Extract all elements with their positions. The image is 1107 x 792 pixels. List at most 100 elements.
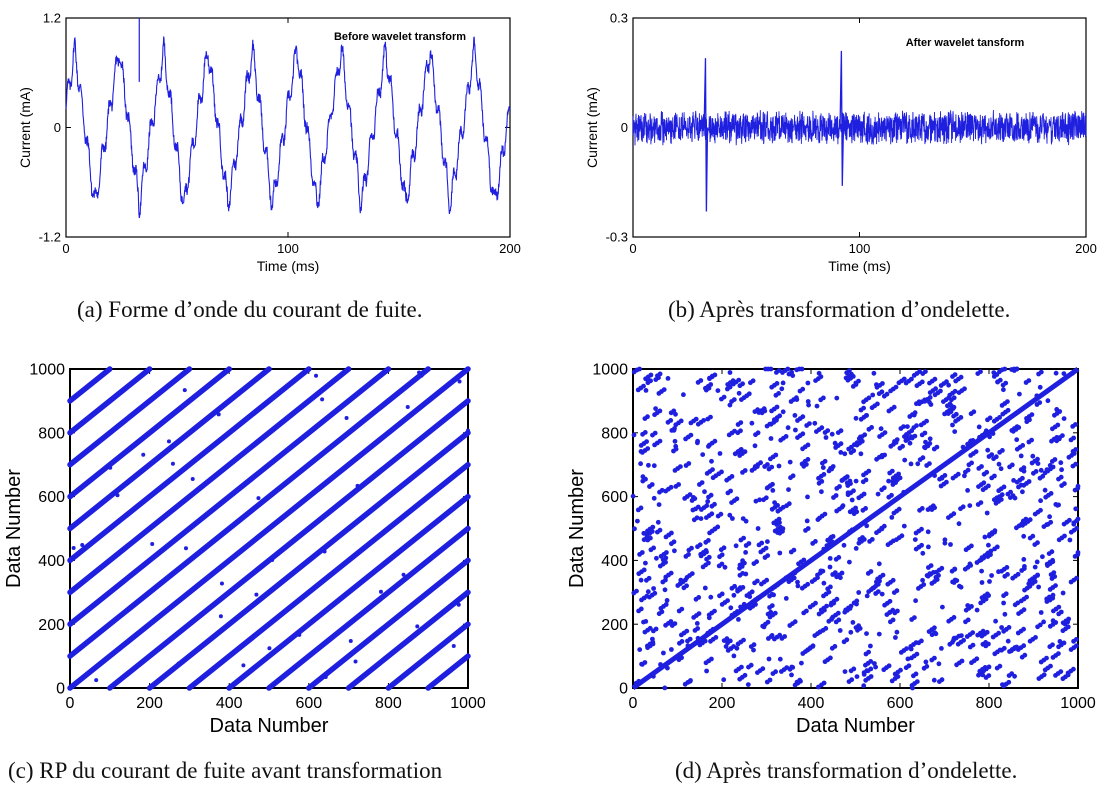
rp-point [655,519,661,525]
rp-point [695,626,700,631]
rp-point [866,468,872,474]
rp-point [894,629,900,635]
rp-point [646,575,652,581]
rp-point [631,432,637,438]
rp-point [1038,369,1044,375]
rp-point [644,439,649,444]
y-tick-label: 0 [56,681,65,698]
rp-point [841,542,847,548]
y-axis-label: Data Number [566,469,588,588]
rp-point [697,542,703,548]
rp-point [921,582,927,587]
series-line-b [632,109,1087,146]
rp-stripes-c [67,366,471,691]
rp-point [827,564,833,570]
rp-point [775,582,780,588]
rp-point [690,507,696,513]
rp-point [1021,465,1027,471]
rp-point [1029,412,1035,417]
rp-point [988,548,994,554]
stripe [146,430,471,691]
rp-point [765,462,770,467]
x-axis-label: Time (ms) [828,258,890,274]
rp-point [643,560,648,566]
rp-point [661,387,667,392]
rp-point [951,511,957,517]
rp-point [868,569,874,574]
rp-point [712,526,718,532]
rp-point [190,477,195,482]
x-tick-label: 400 [798,695,825,712]
rp-point [775,503,780,508]
x-tick-label: 0 [629,695,638,712]
stripe [425,653,471,691]
rp-point [669,530,674,536]
rp-point [678,464,683,469]
rp-point [960,444,966,450]
rp-point [870,392,876,398]
stripe [67,366,312,564]
rp-point [1051,570,1057,575]
rp-point [656,502,662,507]
rp-point [755,526,761,531]
rp-point [819,479,825,484]
rp-point [731,397,737,402]
rp-point [770,488,776,493]
rp-point [703,548,709,553]
rp-point [150,541,155,546]
rp-point [919,506,925,511]
rp-point [862,432,868,438]
rp-point [698,516,704,521]
rp-point [933,386,938,392]
rp-point [457,379,462,384]
rp-point [902,457,908,463]
rp-point [657,438,663,444]
rp-point [951,404,957,410]
rp-point [727,638,733,644]
rp-point [868,659,874,664]
annotation-a: Before wavelet transform [334,31,466,43]
rp-point [1073,461,1078,467]
rp-point [992,473,997,479]
rp-point [890,577,896,583]
rp-point [654,555,659,561]
rp-point [959,658,965,664]
rp-point [1075,483,1081,489]
stripe [67,366,431,659]
rp-point [1074,575,1079,581]
rp-point [419,373,424,378]
rp-point [662,685,668,691]
rp-point [1073,422,1078,427]
rp-point [736,390,742,396]
rp-point [893,384,899,390]
rp-point [857,626,863,631]
rp-point [1035,461,1041,466]
rp-point [1019,521,1025,527]
rp-point [748,662,754,668]
rp-point [776,463,782,469]
rp-point [917,369,922,374]
rp-point [842,451,848,457]
rp-point [946,382,951,388]
rp-point [926,544,931,550]
rp-point [968,563,974,568]
rp-point [942,473,948,478]
rp-point [766,656,772,662]
y-axis-label: Data Number [3,469,25,588]
rp-point [1048,663,1053,669]
rp-point [755,430,761,436]
rp-point [757,497,762,503]
rp-point [698,378,704,383]
rp-point [909,376,914,382]
rp-point [1074,525,1080,531]
rp-point [634,588,639,594]
rp-point [907,440,913,446]
rp-point [657,527,663,533]
rp-point [1058,474,1064,480]
rp-point [821,472,827,477]
rp-point [1037,384,1043,390]
rp-point [848,603,854,609]
y-tick-label: 800 [601,425,628,442]
rp-point [851,488,856,494]
rp-point [1038,498,1043,504]
